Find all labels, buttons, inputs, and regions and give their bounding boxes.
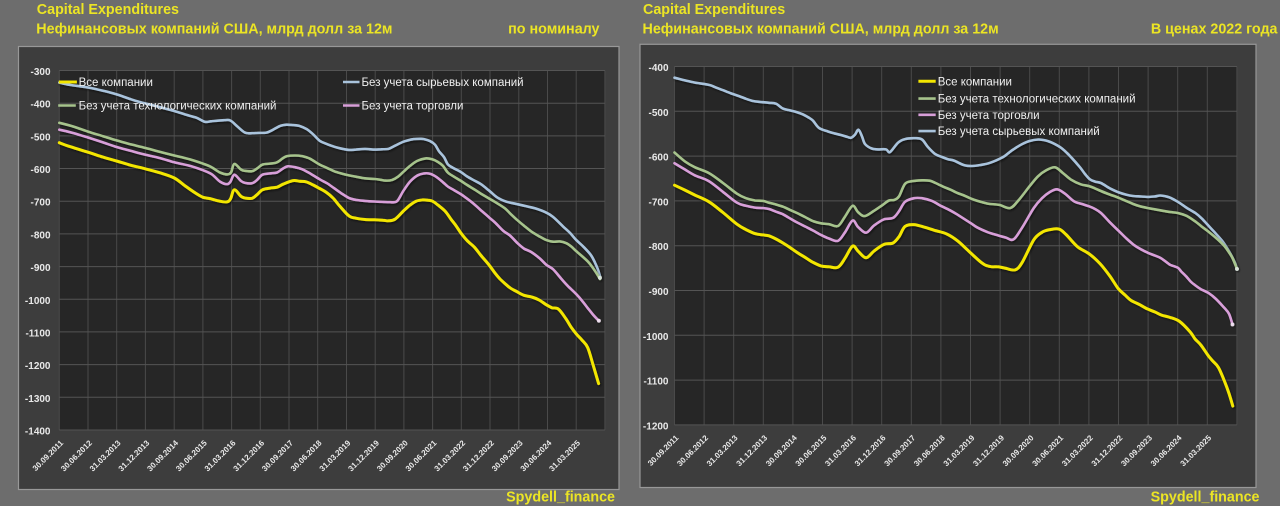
svg-text:Все компании: Все компании	[938, 76, 1012, 88]
svg-text:Без учета технологических комп: Без учета технологических компаний	[79, 101, 277, 113]
svg-text:Нефинансовых компаний США, млр: Нефинансовых компаний США, млрд долл за …	[36, 22, 392, 38]
svg-text:Без учета торговли: Без учета торговли	[362, 101, 464, 113]
svg-text:-600: -600	[648, 153, 668, 164]
svg-text:Без учета сырьевых компаний: Без учета сырьевых компаний	[938, 126, 1100, 138]
svg-text:-1400: -1400	[25, 427, 51, 438]
svg-text:Spydell_finance: Spydell_finance	[1151, 490, 1260, 506]
svg-text:-800: -800	[30, 230, 50, 241]
svg-text:-600: -600	[30, 165, 50, 176]
svg-text:-700: -700	[30, 198, 50, 209]
svg-text:-900: -900	[30, 263, 50, 274]
svg-text:-500: -500	[648, 108, 668, 119]
svg-text:-1100: -1100	[643, 377, 668, 388]
svg-text:Без учета технологических комп: Без учета технологических компаний	[938, 94, 1136, 106]
svg-text:Без учета сырьевых компаний: Без учета сырьевых компаний	[362, 77, 524, 89]
svg-text:-500: -500	[30, 132, 50, 143]
svg-text:по номиналу: по номиналу	[508, 22, 599, 38]
svg-text:-800: -800	[648, 242, 668, 253]
svg-text:Без учета торговли: Без учета торговли	[938, 110, 1040, 122]
svg-text:Capital Expenditures: Capital Expenditures	[37, 2, 179, 18]
svg-text:Нефинансовых компаний США, млр: Нефинансовых компаний США, млрд долл за …	[643, 22, 999, 38]
svg-text:В ценах 2022 года: В ценах 2022 года	[1151, 22, 1279, 38]
svg-text:-700: -700	[648, 197, 668, 208]
svg-text:-1200: -1200	[25, 361, 51, 372]
svg-text:-1200: -1200	[643, 421, 669, 432]
svg-text:-1300: -1300	[25, 394, 51, 405]
svg-text:Все компании: Все компании	[79, 77, 153, 89]
svg-text:-400: -400	[30, 100, 50, 111]
svg-text:-1000: -1000	[25, 296, 51, 307]
svg-text:-300: -300	[30, 67, 50, 78]
svg-text:Capital Expenditures: Capital Expenditures	[643, 2, 785, 18]
svg-text:Spydell_finance: Spydell_finance	[506, 490, 615, 506]
svg-text:-1100: -1100	[25, 328, 50, 339]
svg-text:-400: -400	[648, 63, 668, 74]
svg-text:-900: -900	[648, 287, 668, 298]
svg-text:-1000: -1000	[643, 332, 669, 343]
